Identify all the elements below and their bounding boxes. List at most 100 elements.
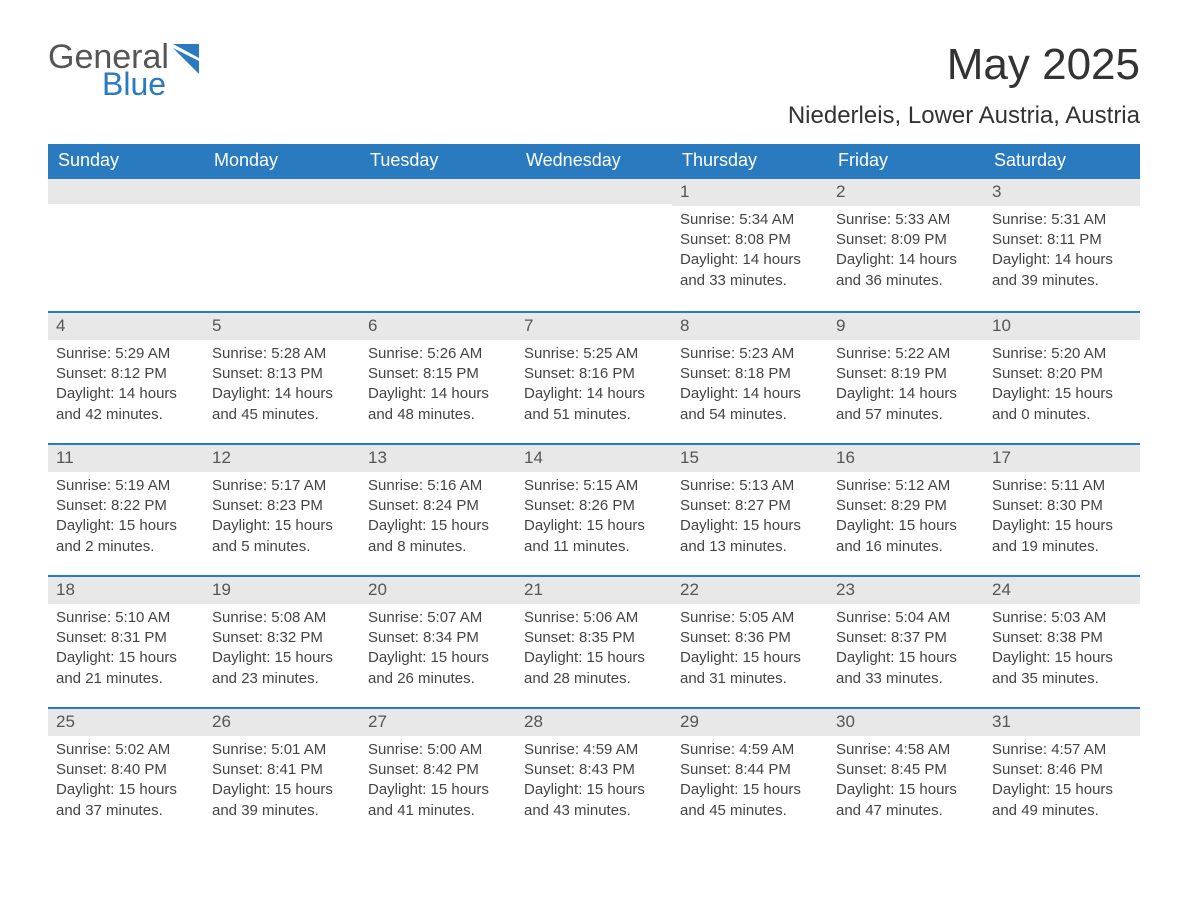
day-body: Sunrise: 5:33 AMSunset: 8:09 PMDaylight:… [828,206,984,299]
day-number: 7 [516,313,672,340]
sunrise-line: Sunrise: 5:03 AM [992,608,1132,628]
daylight-line: Daylight: 15 hours and 5 minutes. [212,516,352,557]
sunset-line: Sunset: 8:45 PM [836,760,976,780]
day-cell: 30Sunrise: 4:58 AMSunset: 8:45 PMDayligh… [828,709,984,839]
day-number: 11 [48,445,204,472]
daylight-line: Daylight: 15 hours and 23 minutes. [212,648,352,689]
day-number: 28 [516,709,672,736]
day-cell: 29Sunrise: 4:59 AMSunset: 8:44 PMDayligh… [672,709,828,839]
dow-cell: Tuesday [360,144,516,179]
day-number: 29 [672,709,828,736]
day-cell [204,179,360,311]
day-cell: 8Sunrise: 5:23 AMSunset: 8:18 PMDaylight… [672,313,828,443]
sunset-line: Sunset: 8:11 PM [992,230,1132,250]
logo-text: General Blue [48,40,169,100]
day-number: 10 [984,313,1140,340]
day-body: Sunrise: 4:58 AMSunset: 8:45 PMDaylight:… [828,736,984,829]
day-number: 17 [984,445,1140,472]
sunrise-line: Sunrise: 5:23 AM [680,344,820,364]
day-body: Sunrise: 5:08 AMSunset: 8:32 PMDaylight:… [204,604,360,697]
sunrise-line: Sunrise: 5:08 AM [212,608,352,628]
sunset-line: Sunset: 8:32 PM [212,628,352,648]
daylight-line: Daylight: 14 hours and 39 minutes. [992,250,1132,291]
day-body: Sunrise: 5:00 AMSunset: 8:42 PMDaylight:… [360,736,516,829]
day-cell: 18Sunrise: 5:10 AMSunset: 8:31 PMDayligh… [48,577,204,707]
day-number: 8 [672,313,828,340]
day-number: 31 [984,709,1140,736]
sunset-line: Sunset: 8:46 PM [992,760,1132,780]
sunset-line: Sunset: 8:20 PM [992,364,1132,384]
sunset-line: Sunset: 8:36 PM [680,628,820,648]
day-cell: 24Sunrise: 5:03 AMSunset: 8:38 PMDayligh… [984,577,1140,707]
day-cell: 2Sunrise: 5:33 AMSunset: 8:09 PMDaylight… [828,179,984,311]
day-body: Sunrise: 5:19 AMSunset: 8:22 PMDaylight:… [48,472,204,565]
sunrise-line: Sunrise: 4:59 AM [524,740,664,760]
dow-cell: Friday [828,144,984,179]
daylight-line: Daylight: 15 hours and 11 minutes. [524,516,664,557]
day-cell: 19Sunrise: 5:08 AMSunset: 8:32 PMDayligh… [204,577,360,707]
day-body: Sunrise: 5:20 AMSunset: 8:20 PMDaylight:… [984,340,1140,433]
day-number: 6 [360,313,516,340]
daylight-line: Daylight: 14 hours and 51 minutes. [524,384,664,425]
day-cell: 7Sunrise: 5:25 AMSunset: 8:16 PMDaylight… [516,313,672,443]
day-body: Sunrise: 4:59 AMSunset: 8:43 PMDaylight:… [516,736,672,829]
day-number: 20 [360,577,516,604]
daylight-line: Daylight: 15 hours and 8 minutes. [368,516,508,557]
day-cell: 13 Sunrise: 5:16 AMSunset: 8:24 PMDayligh… [360,445,516,575]
week-row: 25Sunrise: 5:02 AMSunset: 8:40 PMDayligh… [48,707,1140,839]
day-cell: 15Sunrise: 5:13 AMSunset: 8:27 PMDayligh… [672,445,828,575]
day-body: Sunrise: 5:05 AMSunset: 8:36 PMDaylight:… [672,604,828,697]
sunrise-line: Sunrise: 5:01 AM [212,740,352,760]
day-cell: 1Sunrise: 5:34 AMSunset: 8:08 PMDaylight… [672,179,828,311]
sunset-line: Sunset: 8:24 PM [368,496,508,516]
sunrise-line: Sunrise: 5:15 AM [524,476,664,496]
daylight-line: Daylight: 15 hours and 26 minutes. [368,648,508,689]
day-number: 18 [48,577,204,604]
weeks-container: 1Sunrise: 5:34 AMSunset: 8:08 PMDaylight… [48,179,1140,839]
daylight-line: Daylight: 15 hours and 0 minutes. [992,384,1132,425]
empty-day-strip [204,179,360,204]
sunset-line: Sunset: 8:19 PM [836,364,976,384]
daylight-line: Daylight: 15 hours and 45 minutes. [680,780,820,821]
day-body: Sunrise: 5:25 AMSunset: 8:16 PMDaylight:… [516,340,672,433]
day-cell: 26Sunrise: 5:01 AMSunset: 8:41 PMDayligh… [204,709,360,839]
day-number: 13 [360,445,516,472]
day-body: Sunrise: 5:03 AMSunset: 8:38 PMDaylight:… [984,604,1140,697]
day-number: 24 [984,577,1140,604]
sunrise-line: Sunrise: 5:00 AM [368,740,508,760]
day-cell: 4Sunrise: 5:29 AMSunset: 8:12 PMDaylight… [48,313,204,443]
sunset-line: Sunset: 8:16 PM [524,364,664,384]
day-body: Sunrise: 5:11 AMSunset: 8:30 PMDaylight:… [984,472,1140,565]
sunrise-line: Sunrise: 5:20 AM [992,344,1132,364]
calendar: SundayMondayTuesdayWednesdayThursdayFrid… [48,144,1140,839]
sunset-line: Sunset: 8:35 PM [524,628,664,648]
location-subtitle: Niederleis, Lower Austria, Austria [788,102,1140,130]
day-cell: 9Sunrise: 5:22 AMSunset: 8:19 PMDaylight… [828,313,984,443]
day-number: 12 [204,445,360,472]
day-body: Sunrise: 5:34 AMSunset: 8:08 PMDaylight:… [672,206,828,299]
sunset-line: Sunset: 8:38 PM [992,628,1132,648]
sunrise-line: Sunrise: 5:29 AM [56,344,196,364]
daylight-line: Daylight: 15 hours and 37 minutes. [56,780,196,821]
sunset-line: Sunset: 8:09 PM [836,230,976,250]
day-number: 3 [984,179,1140,206]
sunrise-line: Sunrise: 5:16 AM [368,476,508,496]
day-cell: 23Sunrise: 5:04 AMSunset: 8:37 PMDayligh… [828,577,984,707]
sunset-line: Sunset: 8:12 PM [56,364,196,384]
sunset-line: Sunset: 8:42 PM [368,760,508,780]
sunrise-line: Sunrise: 5:10 AM [56,608,196,628]
sunset-line: Sunset: 8:40 PM [56,760,196,780]
dow-cell: Monday [204,144,360,179]
day-body: Sunrise: 5:01 AMSunset: 8:41 PMDaylight:… [204,736,360,829]
day-number: 22 [672,577,828,604]
daylight-line: Daylight: 15 hours and 28 minutes. [524,648,664,689]
week-row: 11Sunrise: 5:19 AMSunset: 8:22 PMDayligh… [48,443,1140,575]
week-row: 4Sunrise: 5:29 AMSunset: 8:12 PMDaylight… [48,311,1140,443]
sunset-line: Sunset: 8:27 PM [680,496,820,516]
sunset-line: Sunset: 8:37 PM [836,628,976,648]
day-cell: 5Sunrise: 5:28 AMSunset: 8:13 PMDaylight… [204,313,360,443]
day-body: Sunrise: 5:29 AMSunset: 8:12 PMDaylight:… [48,340,204,433]
day-cell: 10Sunrise: 5:20 AMSunset: 8:20 PMDayligh… [984,313,1140,443]
day-body: Sunrise: 5:13 AMSunset: 8:27 PMDaylight:… [672,472,828,565]
sunrise-line: Sunrise: 5:31 AM [992,210,1132,230]
